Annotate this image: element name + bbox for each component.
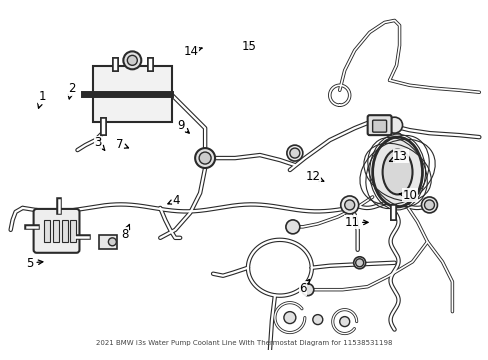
Text: 5: 5 [26,257,43,270]
Text: 4: 4 [167,194,180,207]
Text: 10: 10 [399,189,417,202]
Text: 2021 BMW i3s Water Pump Coolant Line With Thermostat Diagram for 11538531198: 2021 BMW i3s Water Pump Coolant Line Wit… [96,339,391,346]
Circle shape [289,148,299,158]
Circle shape [284,312,295,324]
Text: 9: 9 [177,119,189,133]
Circle shape [127,55,137,65]
Text: 3: 3 [94,136,104,150]
Circle shape [108,238,116,246]
Circle shape [355,259,363,267]
Bar [70,220,76,242]
Circle shape [386,117,402,133]
FancyBboxPatch shape [372,120,386,132]
Circle shape [123,51,141,69]
Ellipse shape [382,150,412,194]
Circle shape [339,316,349,327]
Bar [61,220,67,242]
FancyBboxPatch shape [93,66,172,122]
Text: 7: 7 [116,138,128,151]
Ellipse shape [372,137,422,207]
Circle shape [312,315,322,325]
Circle shape [424,200,433,210]
Text: 12: 12 [305,170,323,183]
Text: 6: 6 [299,279,309,295]
Text: 11: 11 [344,216,367,229]
Text: 2: 2 [67,82,75,99]
FancyBboxPatch shape [367,115,391,135]
Bar [43,220,49,242]
Circle shape [195,148,215,168]
Circle shape [301,284,313,296]
Circle shape [421,197,437,213]
Text: 15: 15 [242,40,256,53]
Circle shape [199,152,211,164]
Circle shape [344,200,354,210]
Circle shape [353,257,365,269]
Text: 13: 13 [389,150,407,163]
FancyBboxPatch shape [99,235,117,249]
Text: 14: 14 [183,45,202,58]
Text: 8: 8 [121,224,129,241]
Circle shape [340,196,358,214]
Bar [52,220,59,242]
Circle shape [286,145,302,161]
Text: 1: 1 [38,90,46,108]
Circle shape [285,220,299,234]
FancyBboxPatch shape [34,209,80,253]
